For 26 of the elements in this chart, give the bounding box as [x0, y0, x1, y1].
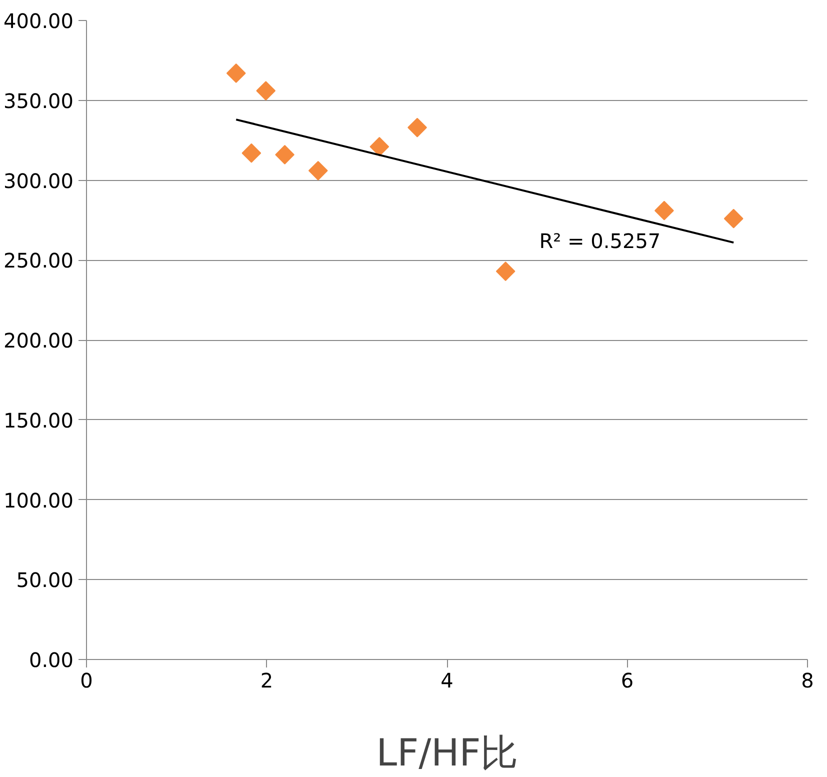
point: [654, 200, 674, 220]
y-tick-label: 100.00: [4, 488, 74, 512]
y-tick-label: 350.00: [4, 88, 74, 113]
x-tick-label: 2: [260, 668, 274, 692]
point: [256, 81, 276, 100]
y-tick-label: 200.00: [4, 328, 74, 352]
y-tick-label: 50.00: [16, 568, 74, 592]
point: [226, 64, 246, 83]
y-tick-label: 150.00: [4, 408, 74, 432]
y-tick-label: 250.00: [4, 248, 74, 273]
point: [408, 118, 427, 138]
y-tick-label: 300.00: [4, 168, 74, 193]
x-tick-label: 0: [80, 668, 93, 692]
x-axis-title: LF/HF比: [376, 730, 518, 774]
point: [370, 137, 390, 156]
y-tick-label: 0.00: [28, 648, 74, 672]
point: [496, 262, 516, 281]
point: [242, 143, 262, 163]
point: [308, 160, 328, 180]
x-tick-label: 8: [801, 668, 814, 692]
point: [724, 208, 744, 228]
x-tick-label: 6: [620, 668, 634, 692]
annotation: R² = 0.5257: [539, 228, 661, 253]
y-tick-label: 400.00: [4, 9, 74, 33]
point: [275, 145, 294, 164]
x-tick-label: 4: [440, 668, 454, 692]
